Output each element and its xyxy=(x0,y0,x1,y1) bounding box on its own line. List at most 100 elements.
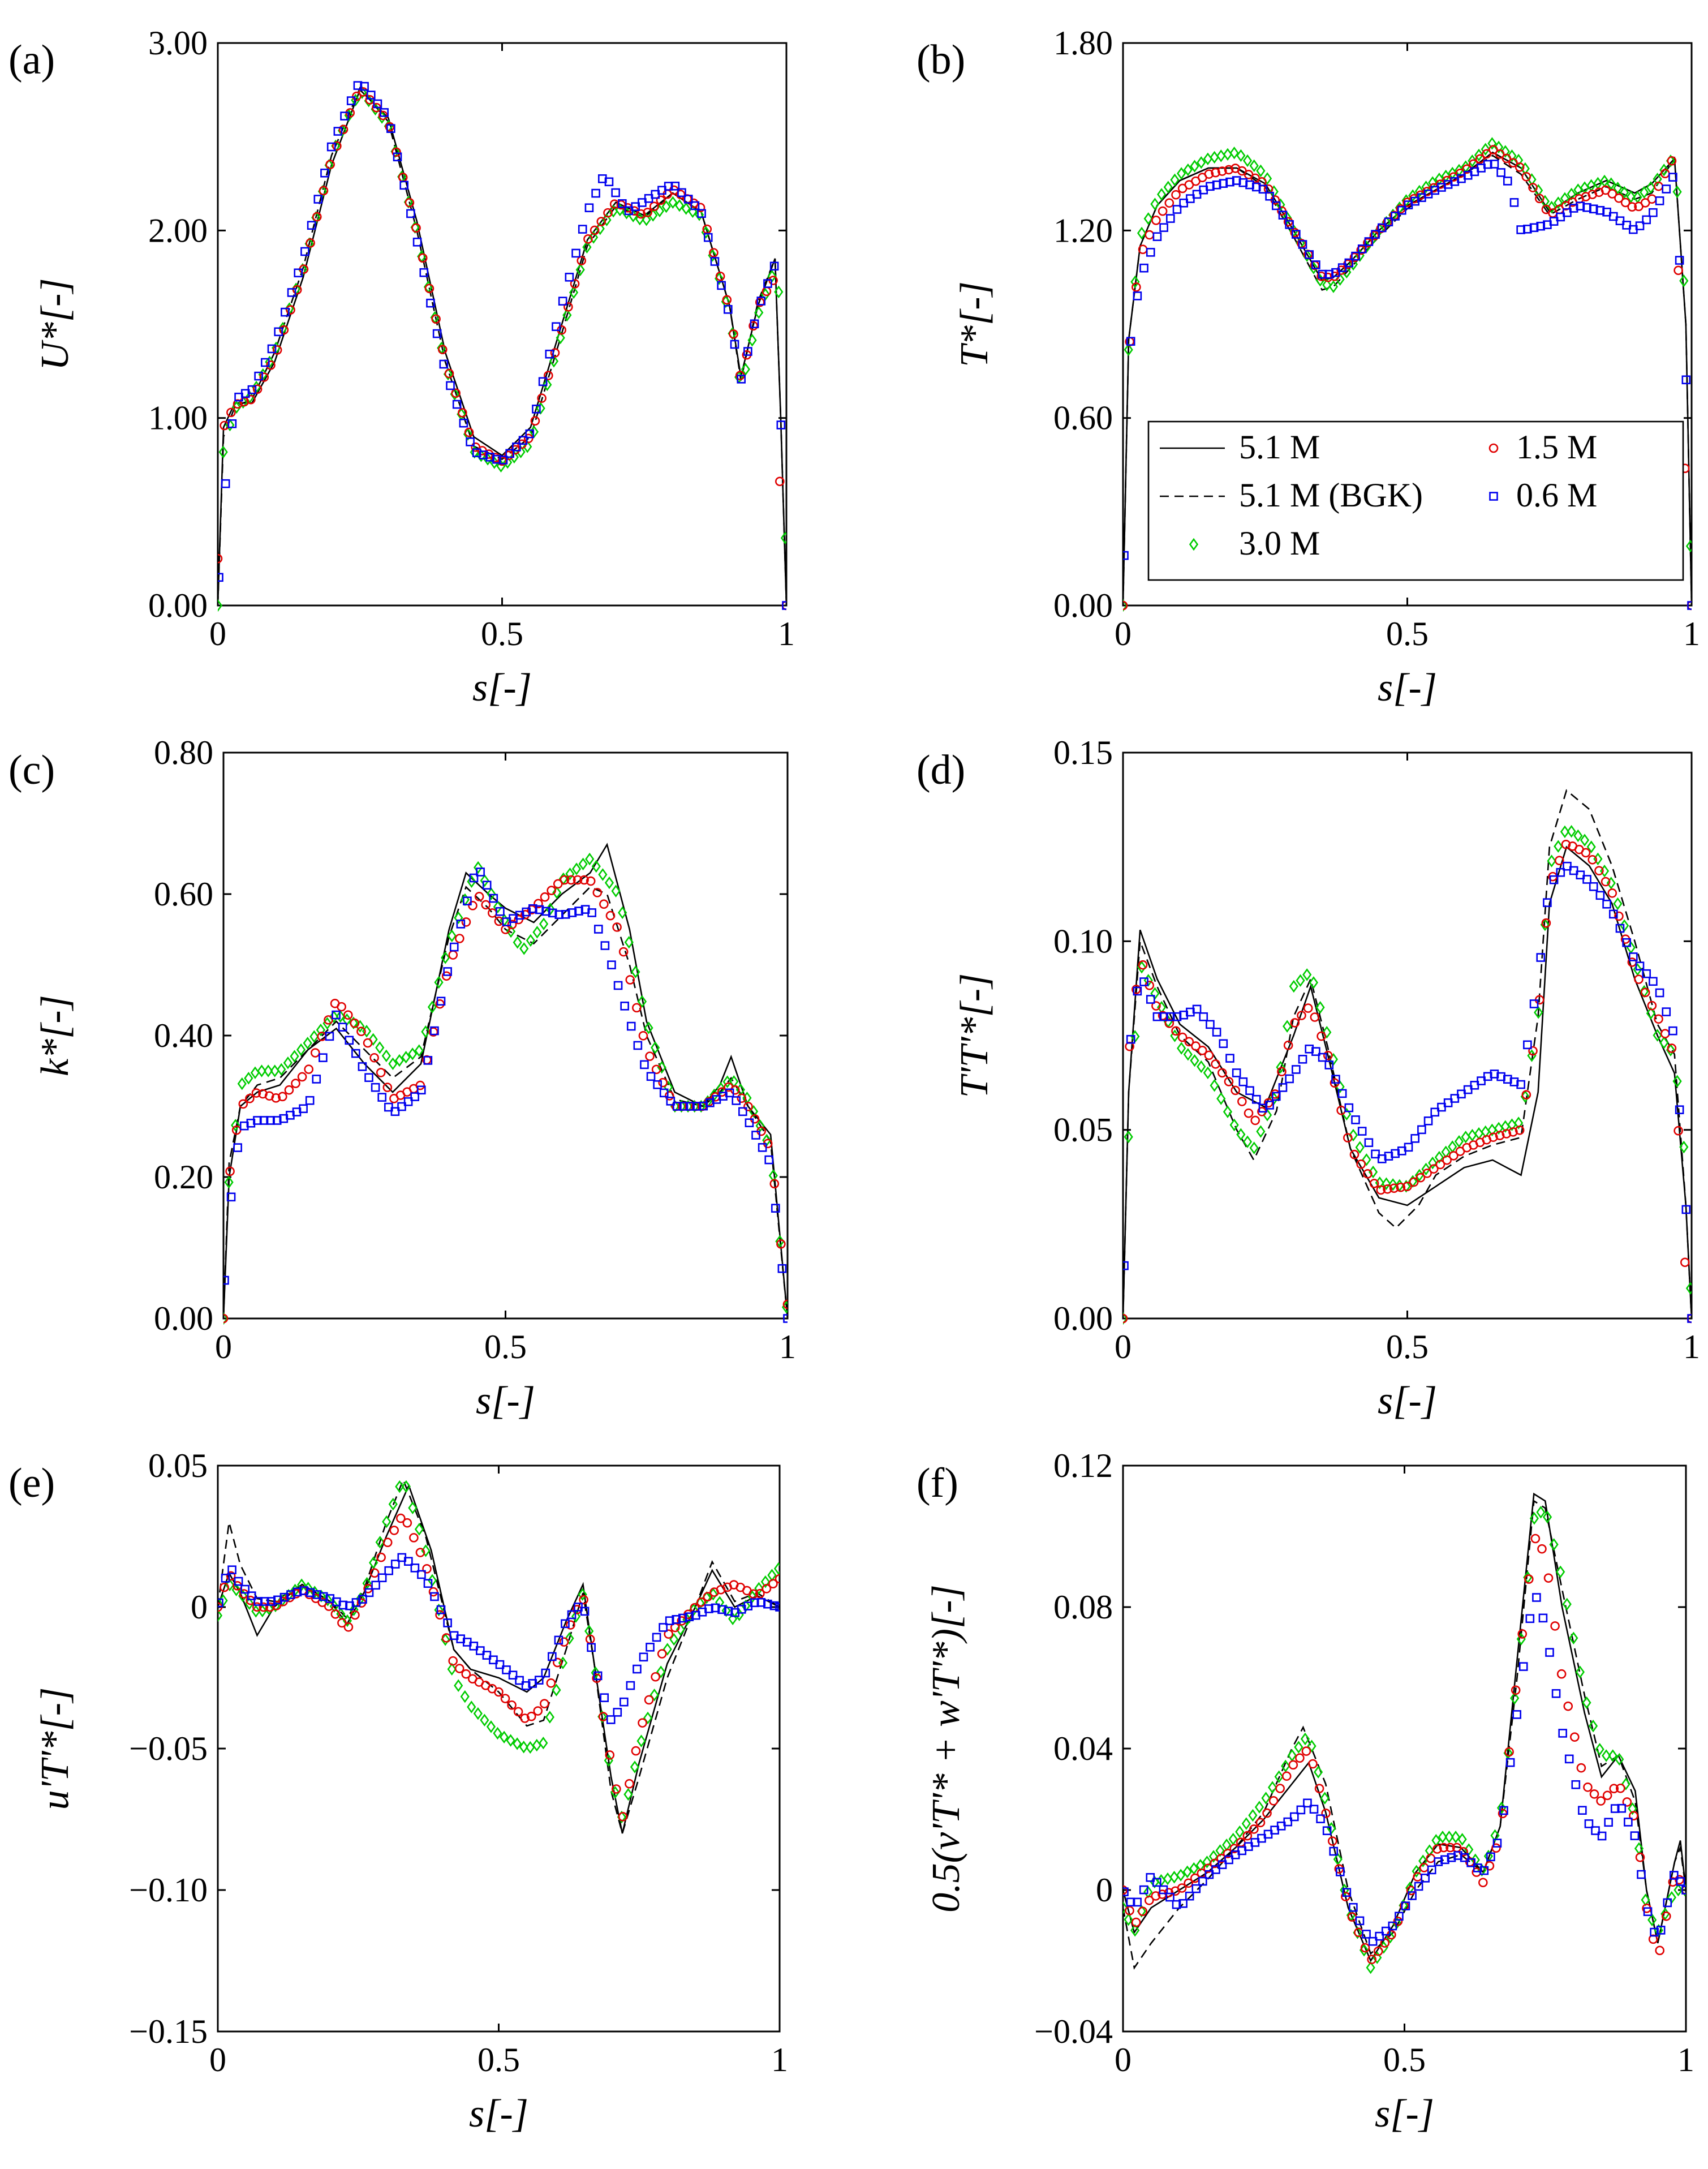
series-group xyxy=(218,81,786,612)
data-point-c15 xyxy=(1508,1127,1518,1137)
data-point-c06 xyxy=(419,268,429,277)
data-point-c15 xyxy=(533,1706,543,1716)
data-point-c06 xyxy=(281,307,290,317)
data-point-c15 xyxy=(1609,1784,1619,1794)
data-point-c06 xyxy=(1159,223,1168,232)
y-tick-label: 0.12 xyxy=(1053,1447,1113,1484)
data-point-c06 xyxy=(319,1053,328,1062)
data-point-c15 xyxy=(631,1746,641,1756)
data-point-c06 xyxy=(233,1143,242,1152)
data-point-c30 xyxy=(1248,1809,1258,1822)
data-point-c30 xyxy=(1170,173,1180,187)
data-point-c06 xyxy=(417,1570,426,1579)
data-point-c06 xyxy=(1635,221,1645,230)
data-point-c06 xyxy=(1245,180,1254,190)
y-tick-label: 0.60 xyxy=(1053,400,1113,437)
data-point-c30 xyxy=(493,900,503,913)
data-point-c15 xyxy=(1131,1917,1141,1927)
data-point-c30 xyxy=(569,286,579,299)
data-point-c30 xyxy=(1595,1743,1604,1756)
data-point-c06 xyxy=(1152,1012,1162,1021)
data-point-c15 xyxy=(664,1629,674,1639)
data-point-c06 xyxy=(456,920,466,929)
data-point-c06 xyxy=(292,1587,302,1597)
data-point-c15 xyxy=(559,1637,569,1647)
data-point-c06 xyxy=(218,1598,223,1608)
data-point-c15 xyxy=(1478,1878,1488,1888)
data-point-c06 xyxy=(1423,1116,1433,1126)
data-point-c30 xyxy=(1183,163,1193,177)
data-point-c15 xyxy=(638,1030,648,1041)
data-point-c06 xyxy=(1518,1662,1528,1671)
data-point-c06 xyxy=(299,1104,308,1114)
data-point-c15 xyxy=(625,975,635,985)
data-point-c06 xyxy=(1258,184,1268,194)
data-point-c15 xyxy=(1640,987,1650,998)
data-point-c06 xyxy=(261,358,270,367)
x-tick-label: 0 xyxy=(1115,2041,1132,2078)
data-point-c15 xyxy=(1511,1685,1521,1695)
data-point-c30 xyxy=(1202,1856,1212,1869)
data-point-c06 xyxy=(1186,1007,1195,1017)
data-point-c06 xyxy=(1384,1152,1393,1161)
data-point-c15 xyxy=(324,1015,333,1025)
data-point-c30 xyxy=(382,1515,391,1528)
data-point-c06 xyxy=(300,247,309,256)
data-point-c30 xyxy=(1474,148,1484,162)
data-point-c15 xyxy=(1242,1831,1253,1841)
data-point-c06 xyxy=(254,371,263,381)
data-point-c30 xyxy=(545,1711,554,1724)
data-point-c06 xyxy=(1676,1877,1685,1886)
data-point-c06 xyxy=(1309,1805,1319,1814)
data-point-c06 xyxy=(472,448,481,457)
data-point-c30 xyxy=(1242,1135,1253,1148)
data-point-c06 xyxy=(1324,269,1334,279)
data-point-c06 xyxy=(574,907,583,916)
data-point-c06 xyxy=(679,1102,689,1111)
data-point-c06 xyxy=(1622,938,1631,947)
data-point-c06 xyxy=(338,1023,347,1032)
data-point-c30 xyxy=(741,363,750,376)
data-point-c06 xyxy=(737,375,746,384)
data-point-c30 xyxy=(1190,1054,1199,1067)
data-point-c30 xyxy=(427,1000,437,1013)
data-point-c15 xyxy=(748,1589,759,1599)
data-point-c06 xyxy=(380,108,389,117)
data-point-c30 xyxy=(1300,1732,1310,1746)
data-point-c30 xyxy=(1261,1792,1271,1805)
data-point-c30 xyxy=(1322,278,1332,291)
data-point-c30 xyxy=(460,1690,470,1703)
data-point-c06 xyxy=(1152,1878,1161,1887)
data-point-c06 xyxy=(1512,1710,1521,1719)
data-point-c06 xyxy=(1344,1103,1354,1113)
data-point-c15 xyxy=(1616,1783,1625,1793)
data-point-c06 xyxy=(606,1715,616,1724)
data-point-c30 xyxy=(556,331,565,345)
data-point-c15 xyxy=(1556,1669,1567,1679)
data-point-c15 xyxy=(1534,194,1544,204)
data-point-c15 xyxy=(553,1657,562,1668)
data-point-c15 xyxy=(1389,1183,1399,1193)
data-point-c30 xyxy=(1249,159,1259,173)
series-group xyxy=(1123,789,1692,1325)
data-point-c30 xyxy=(630,1760,640,1773)
y-tick-label: 1.20 xyxy=(1053,212,1113,249)
series-line-c51bgk xyxy=(218,87,786,606)
data-point-c30 xyxy=(754,306,764,319)
data-point-c06 xyxy=(1453,1851,1462,1860)
series-markers-c06 xyxy=(218,1553,780,1724)
data-point-c30 xyxy=(474,861,483,874)
data-point-c15 xyxy=(1197,1046,1207,1055)
data-point-c06 xyxy=(364,1588,374,1597)
data-point-c06 xyxy=(764,1155,774,1165)
data-point-c30 xyxy=(1428,176,1438,189)
data-point-c06 xyxy=(1391,1149,1400,1158)
data-point-c06 xyxy=(353,81,363,90)
data-point-c15 xyxy=(1171,1026,1181,1036)
data-point-c15 xyxy=(768,1579,778,1589)
data-point-c15 xyxy=(1485,1861,1495,1871)
data-point-c06 xyxy=(685,1612,694,1621)
data-point-c30 xyxy=(1529,1512,1539,1525)
data-point-c06 xyxy=(1371,1149,1380,1159)
data-point-c06 xyxy=(1225,1054,1234,1063)
